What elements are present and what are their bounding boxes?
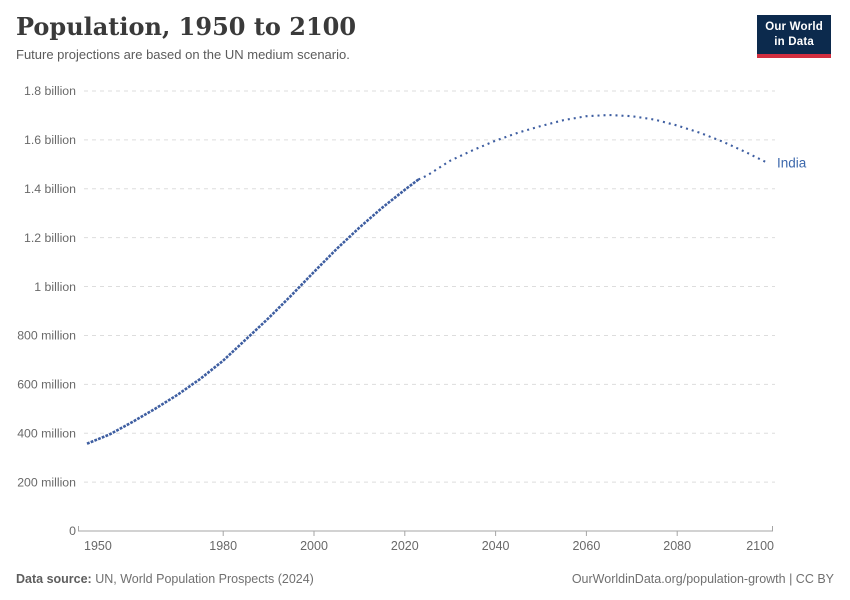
y-tick-label: 800 million <box>17 329 76 343</box>
owid-logo: Our World in Data <box>757 15 831 58</box>
x-tick-label: 1950 <box>84 539 112 553</box>
x-tick-label: 2080 <box>663 539 691 553</box>
page-title: Population, 1950 to 2100 <box>16 12 357 41</box>
x-tick-label: 2060 <box>572 539 600 553</box>
x-tick-label: 2100 <box>746 539 774 553</box>
y-tick-label: 1 billion <box>34 280 76 294</box>
y-tick-label: 600 million <box>17 378 76 392</box>
x-tick-label: 2000 <box>300 539 328 553</box>
y-tick-label: 0 <box>69 524 76 538</box>
entity-label: India <box>777 156 807 171</box>
credit-link: OurWorldinData.org/population-growth | C… <box>571 572 834 586</box>
owid-logo-line2: in Data <box>774 35 814 48</box>
chart-footer: Data source: UN, World Population Prospe… <box>16 572 834 586</box>
owid-logo-line1: Our World <box>765 21 823 33</box>
x-tick-label: 1980 <box>209 539 237 553</box>
series-projection-line <box>417 113 769 181</box>
series-historical-line <box>86 178 420 445</box>
y-tick-label: 1.4 billion <box>24 182 76 196</box>
data-source-label: Data source: <box>16 572 92 586</box>
y-tick-label: 1.8 billion <box>24 84 76 98</box>
data-source: Data source: UN, World Population Prospe… <box>16 572 314 586</box>
y-tick-label: 1.6 billion <box>24 133 76 147</box>
y-tick-label: 400 million <box>17 426 76 440</box>
y-tick-label: 200 million <box>17 475 76 489</box>
chart-subtitle: Future projections are based on the UN m… <box>16 47 350 62</box>
x-tick-label: 2020 <box>391 539 419 553</box>
data-source-text: UN, World Population Prospects (2024) <box>95 572 314 586</box>
y-tick-label: 1.2 billion <box>24 231 76 245</box>
x-tick-label: 2040 <box>482 539 510 553</box>
